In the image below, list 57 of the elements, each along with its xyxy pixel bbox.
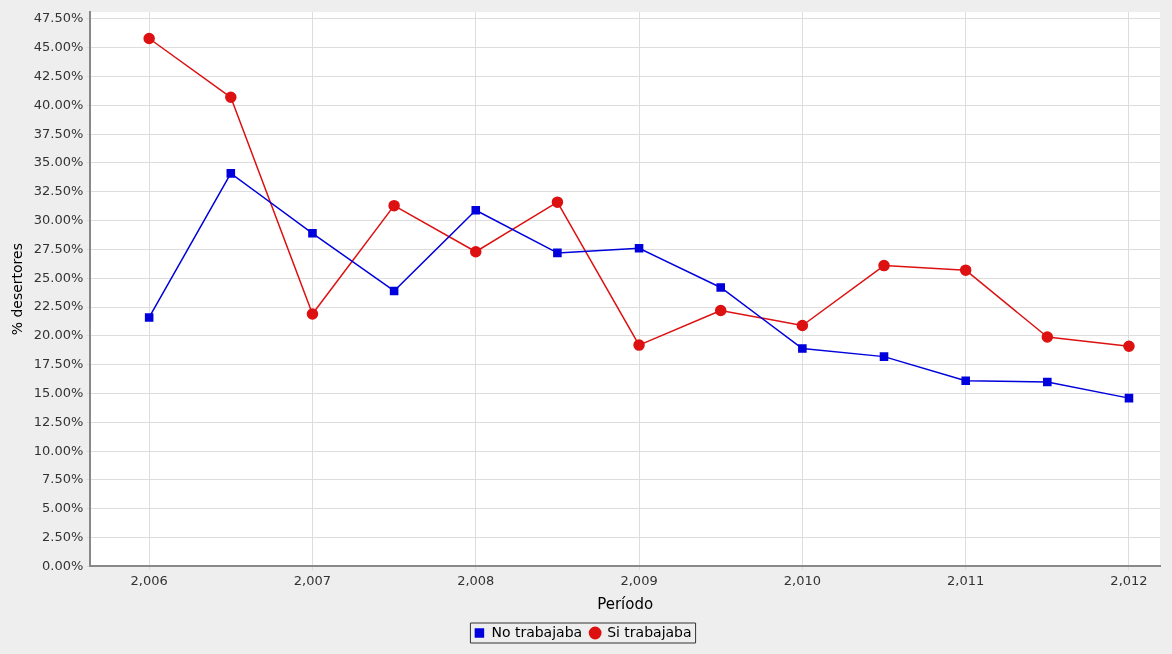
x-axis-title: Período: [597, 594, 654, 613]
x-tick-label: 2,012: [1110, 572, 1148, 588]
point: [1123, 340, 1135, 352]
legend-label: Si trabajaba: [607, 623, 692, 640]
y-tick-label: 27.50%: [33, 240, 84, 256]
point: [959, 264, 972, 276]
point: [634, 244, 644, 253]
point: [306, 308, 319, 320]
legend-label: No trabajaba: [491, 623, 583, 640]
point: [308, 229, 317, 238]
point: [796, 319, 809, 332]
x-tick-label: 2,008: [457, 572, 495, 588]
point: [553, 248, 562, 258]
y-tick-label: 5.00%: [42, 500, 84, 516]
y-tick-label: 42.50%: [33, 67, 84, 83]
y-tick-label: 40.00%: [33, 96, 84, 112]
y-tick-label: 25.00%: [33, 269, 84, 285]
point: [878, 259, 890, 272]
y-tick-label: 10.00%: [33, 442, 84, 458]
point: [1041, 331, 1054, 343]
y-tick-label: 37.50%: [33, 125, 84, 141]
y-axis-title: % desertores: [9, 243, 26, 336]
point: [1043, 377, 1052, 387]
x-tick-label: 2,011: [947, 572, 985, 588]
point: [1124, 393, 1134, 403]
point: [798, 344, 807, 353]
y-tick-label: 20.00%: [33, 327, 84, 343]
point: [879, 352, 889, 361]
point: [143, 32, 155, 45]
y-tick-label: 0.00%: [42, 557, 84, 573]
x-tick-label: 2,006: [130, 572, 168, 588]
point: [225, 91, 237, 104]
point: [633, 339, 645, 351]
x-tick-label: 2,007: [293, 572, 332, 588]
point: [716, 283, 725, 292]
y-tick-label: 30.00%: [33, 212, 84, 227]
point: [714, 304, 727, 317]
point: [470, 245, 482, 258]
y-tick-label: 2.50%: [42, 528, 84, 544]
point: [471, 205, 481, 215]
y-tick-label: 17.50%: [33, 356, 84, 372]
point: [389, 286, 399, 296]
y-tick-label: 15.00%: [33, 384, 84, 400]
point: [961, 376, 970, 386]
y-tick-label: 47.50%: [33, 10, 84, 26]
x-tick-label: 2,010: [783, 572, 821, 588]
point: [551, 196, 564, 208]
y-tick-label: 7.50%: [42, 471, 84, 487]
y-tick-label: 12.50%: [33, 413, 84, 429]
y-tick-label: 45.00%: [33, 39, 84, 55]
y-tick-label: 22.50%: [33, 298, 84, 314]
x-tick-label: 2,009: [620, 572, 658, 588]
y-tick-label: 32.50%: [33, 183, 84, 199]
point: [388, 199, 400, 212]
point: [144, 313, 154, 322]
point: [226, 169, 236, 178]
y-tick-label: 35.00%: [33, 154, 84, 170]
